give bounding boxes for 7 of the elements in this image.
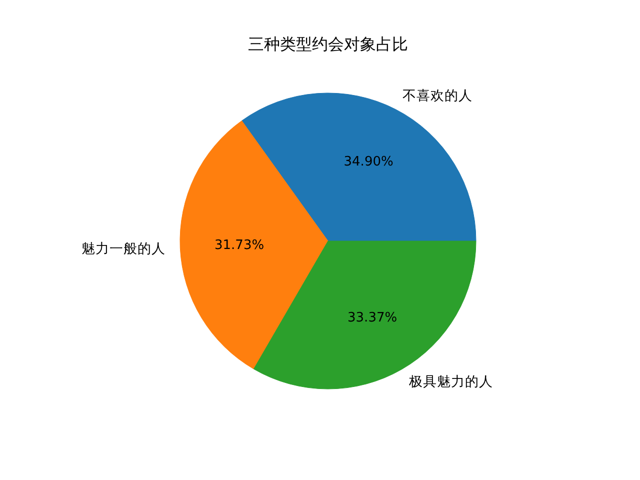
- slice-label: 极具魅力的人: [408, 374, 494, 390]
- data-label: 33.37%: [348, 310, 398, 326]
- data-label: 34.90%: [344, 154, 394, 170]
- slice-label: 不喜欢的人: [402, 88, 472, 104]
- data-label: 31.73%: [214, 238, 264, 253]
- slice-label: 魅力一般的人: [81, 240, 166, 257]
- chart-title: 三种类型约会对象占比: [248, 34, 408, 54]
